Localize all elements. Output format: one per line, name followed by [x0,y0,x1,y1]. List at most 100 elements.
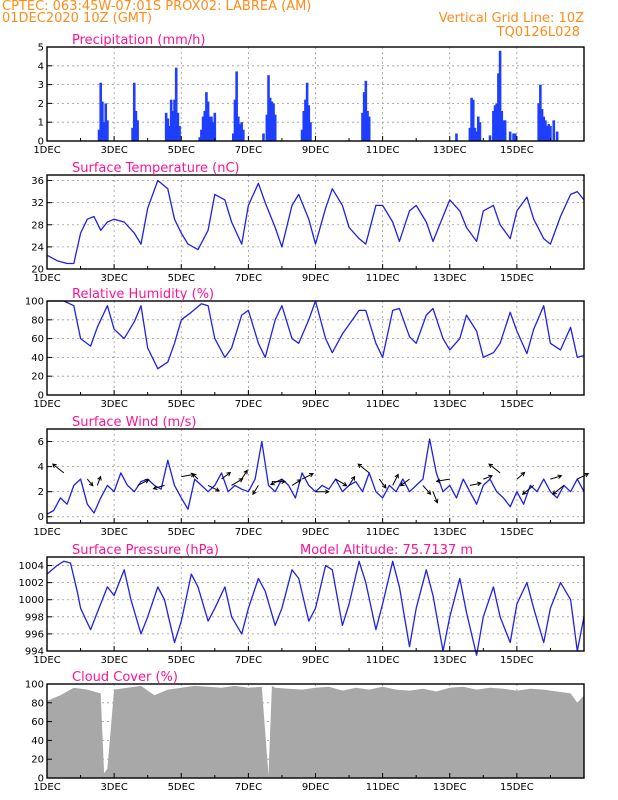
wind-arrow [469,481,482,487]
x-tick-label: 11DEC [366,655,400,666]
x-tick-label: 15DEC [500,273,534,284]
precip-bar [362,92,366,141]
precip-bar [495,103,499,141]
precip-bar [101,101,104,141]
y-tick-label: 5 [38,43,44,54]
x-tick-label: 13DEC [433,527,467,538]
wind-arrow [221,471,232,480]
y-tick-label: 4 [38,462,44,473]
x-tick-label: 9DEC [302,273,329,284]
wind-arrow [137,479,150,486]
y-tick-label: 60 [31,334,44,345]
precip-bar [238,124,242,141]
precip-bar [267,75,270,141]
wind-arrow [357,463,370,474]
precip-bar [164,112,168,141]
x-tick-label: 5DEC [168,782,195,793]
wind-arrow [422,485,432,495]
x-tick-label: 1DEC [33,399,60,410]
precip-bar [503,120,507,141]
precip-bar [545,125,549,141]
x-tick-label: 7DEC [235,527,262,538]
x-tick-label: 1DEC [33,527,60,538]
precip-bar [552,120,556,141]
wind-arrow [483,474,494,480]
precip-bar [367,116,371,141]
y-tick-label: 100 [25,680,44,691]
x-tick-label: 7DEC [235,399,262,410]
station-header: CPTEC: 063:45W-07:01S PROX02: LABREA (AM… [2,0,312,14]
x-tick-label: 9DEC [302,782,329,793]
x-tick-label: 7DEC [235,655,262,666]
precip-bar [272,103,275,141]
x-tick-label: 13DEC [433,655,467,666]
precip-bar [213,112,217,141]
precip-bar [497,73,500,141]
y-tick-label: 2 [38,487,44,498]
y-tick-label: 36 [31,176,44,187]
x-tick-label: 11DEC [366,782,400,793]
precip-bar [171,110,175,141]
y-tick-label: 998 [25,612,44,623]
wind-arrow [488,463,501,474]
y-tick-label: 28 [31,220,44,231]
grid-note: Vertical Grid Line: 10Z [438,11,584,26]
precip-bar [273,114,277,141]
x-tick-label: 1DEC [33,655,60,666]
precip-bar [455,133,458,141]
y-tick-label: 0 [38,774,44,785]
y-tick-label: 80 [31,315,44,326]
panel-precipitation-mm-h: 0 1 2 3 4 5 1DEC 3DEC 5DEC 7DEC 9DEC 11DEC 13DEC 15DE… [33,33,585,156]
precip-bar [203,110,207,141]
precip-bar [537,103,540,141]
precip-bar [136,120,139,141]
x-tick-label: 15DEC [500,782,534,793]
wind-arrow [348,475,356,486]
precip-bar [270,101,274,141]
wind-arrow [191,472,199,480]
y-tick-label: 4 [38,61,44,72]
precip-bar [512,133,515,141]
x-tick-label: 5DEC [168,655,195,666]
x-tick-label: 1DEC [33,782,60,793]
y-tick-label: 24 [31,242,44,253]
y-tick-label: 20 [31,265,44,276]
x-tick-label: 7DEC [235,145,262,156]
precip-bar [97,129,101,141]
x-tick-label: 5DEC [168,399,195,410]
precip-bar [493,105,497,141]
precip-bar [508,131,512,141]
y-tick-label: 20 [31,755,44,766]
panel-relative-humidity: 0 20 40 60 80 100 1DEC 3DEC 5DEC 7DEC 9DEC 11DEC 13D… [25,287,585,410]
x-tick-label: 5DEC [168,145,195,156]
precip-bar [268,97,272,141]
precip-bar [498,50,502,142]
precip-bar [366,110,369,141]
precip-bar [492,110,495,141]
x-tick-label: 15DEC [500,655,534,666]
wind-arrow [241,469,248,480]
precip-bar [302,110,306,141]
x-tick-label: 9DEC [302,145,329,156]
precip-bar [547,124,551,141]
precip-bar [468,127,472,141]
wind-arrow [577,473,590,480]
wind-arrow [301,473,315,480]
precip-bar [476,116,480,141]
y-tick-label: 40 [31,353,44,364]
run-date: 01DEC2020 10Z (GMT) [2,11,153,26]
panel-title: Cloud Cover (%) [72,670,178,685]
y-tick-label: 40 [31,736,44,747]
precip-bar [169,99,173,141]
wind-arrow [550,474,563,480]
precip-bar [361,112,364,141]
y-tick-label: 994 [25,647,44,658]
x-tick-label: 5DEC [168,527,195,538]
y-tick-label: 80 [31,698,44,709]
precip-bar [200,129,203,141]
precip-bar [300,129,304,141]
precip-bar [104,103,108,141]
x-tick-label: 11DEC [366,273,400,284]
wind-arrow [51,463,65,474]
precip-bar [478,122,482,141]
